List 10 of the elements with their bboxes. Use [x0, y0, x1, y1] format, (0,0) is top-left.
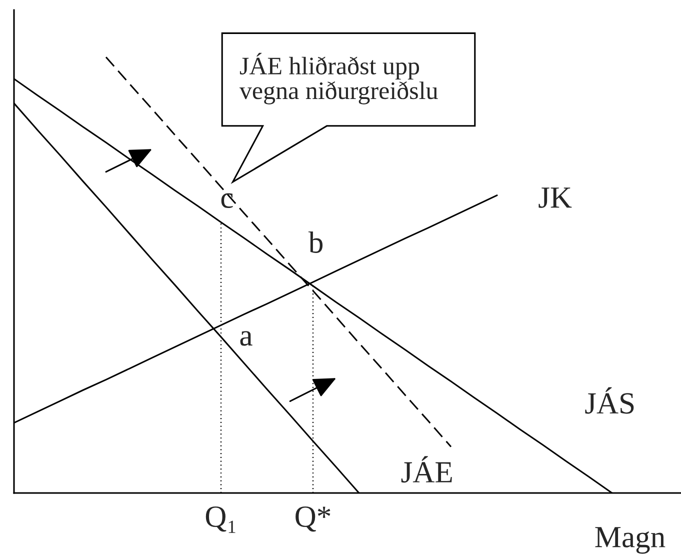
series-label: JÁE [401, 456, 452, 483]
annotation: a [240, 331, 252, 346]
series-label: JÁS [585, 387, 634, 414]
annotation: b [308, 231, 323, 253]
x-tick-label: Q₁ [206, 506, 236, 533]
x-axis-title: Magn [595, 527, 666, 554]
x-tick-label: Q* [296, 506, 330, 532]
annotation: JÁE hliðraðst upp vegna niðurgreiðslu [239, 52, 438, 104]
annotation: c [221, 193, 233, 208]
series-label: JK [538, 188, 572, 208]
